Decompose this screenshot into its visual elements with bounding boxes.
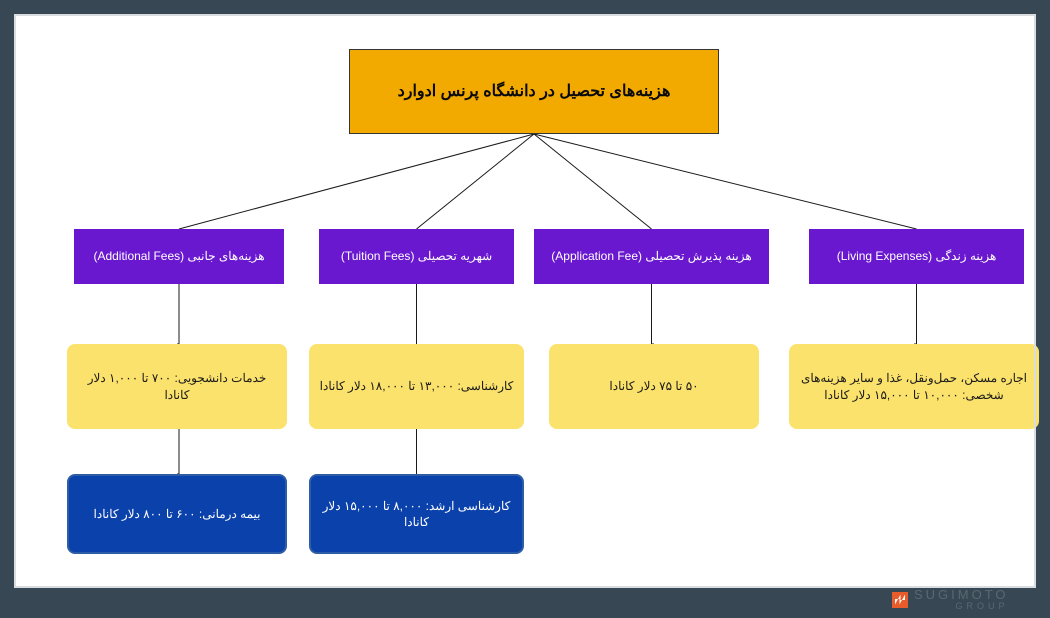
diagram-root: هزینه‌های تحصیل در دانشگاه پرنس ادوارد هز… bbox=[0, 0, 1050, 618]
node-l1a: خدمات دانشجویی: ۷۰۰ تا ۱,۰۰۰ دلار کانادا bbox=[67, 344, 287, 429]
node-c3: هزینه پذیرش تحصیلی (Application Fee) bbox=[534, 229, 769, 284]
node-l3a: ۵۰ تا ۷۵ دلار کانادا bbox=[549, 344, 759, 429]
brand-logo-text-wrap: SUGIMOTO GROUP bbox=[914, 588, 1009, 611]
diagram-canvas: هزینه‌های تحصیل در دانشگاه پرنس ادوارد هز… bbox=[14, 14, 1036, 588]
node-l2b: کارشناسی ارشد: ۸,۰۰۰ تا ۱۵,۰۰۰ دلار کانا… bbox=[309, 474, 524, 554]
node-l2a: کارشناسی: ۱۳,۰۰۰ تا ۱۸,۰۰۰ دلار کانادا bbox=[309, 344, 524, 429]
brand-logo-mark-icon bbox=[892, 592, 908, 608]
node-root: هزینه‌های تحصیل در دانشگاه پرنس ادوارد bbox=[349, 49, 719, 134]
brand-logo: SUGIMOTO GROUP bbox=[892, 588, 1009, 611]
node-c1: هزینه‌های جانبی (Additional Fees) bbox=[74, 229, 284, 284]
node-l1b: بیمه درمانی: ۶۰۰ تا ۸۰۰ دلار کانادا bbox=[67, 474, 287, 554]
node-c2: شهریه تحصیلی (Tuition Fees) bbox=[319, 229, 514, 284]
brand-logo-text-group: GROUP bbox=[956, 602, 1009, 611]
brand-logo-text-main: SUGIMOTO bbox=[914, 588, 1009, 601]
node-l4a: اجاره مسکن، حمل‌ونقل، غذا و سایر هزینه‌ه… bbox=[789, 344, 1039, 429]
node-c4: هزینه زندگی (Living Expenses) bbox=[809, 229, 1024, 284]
